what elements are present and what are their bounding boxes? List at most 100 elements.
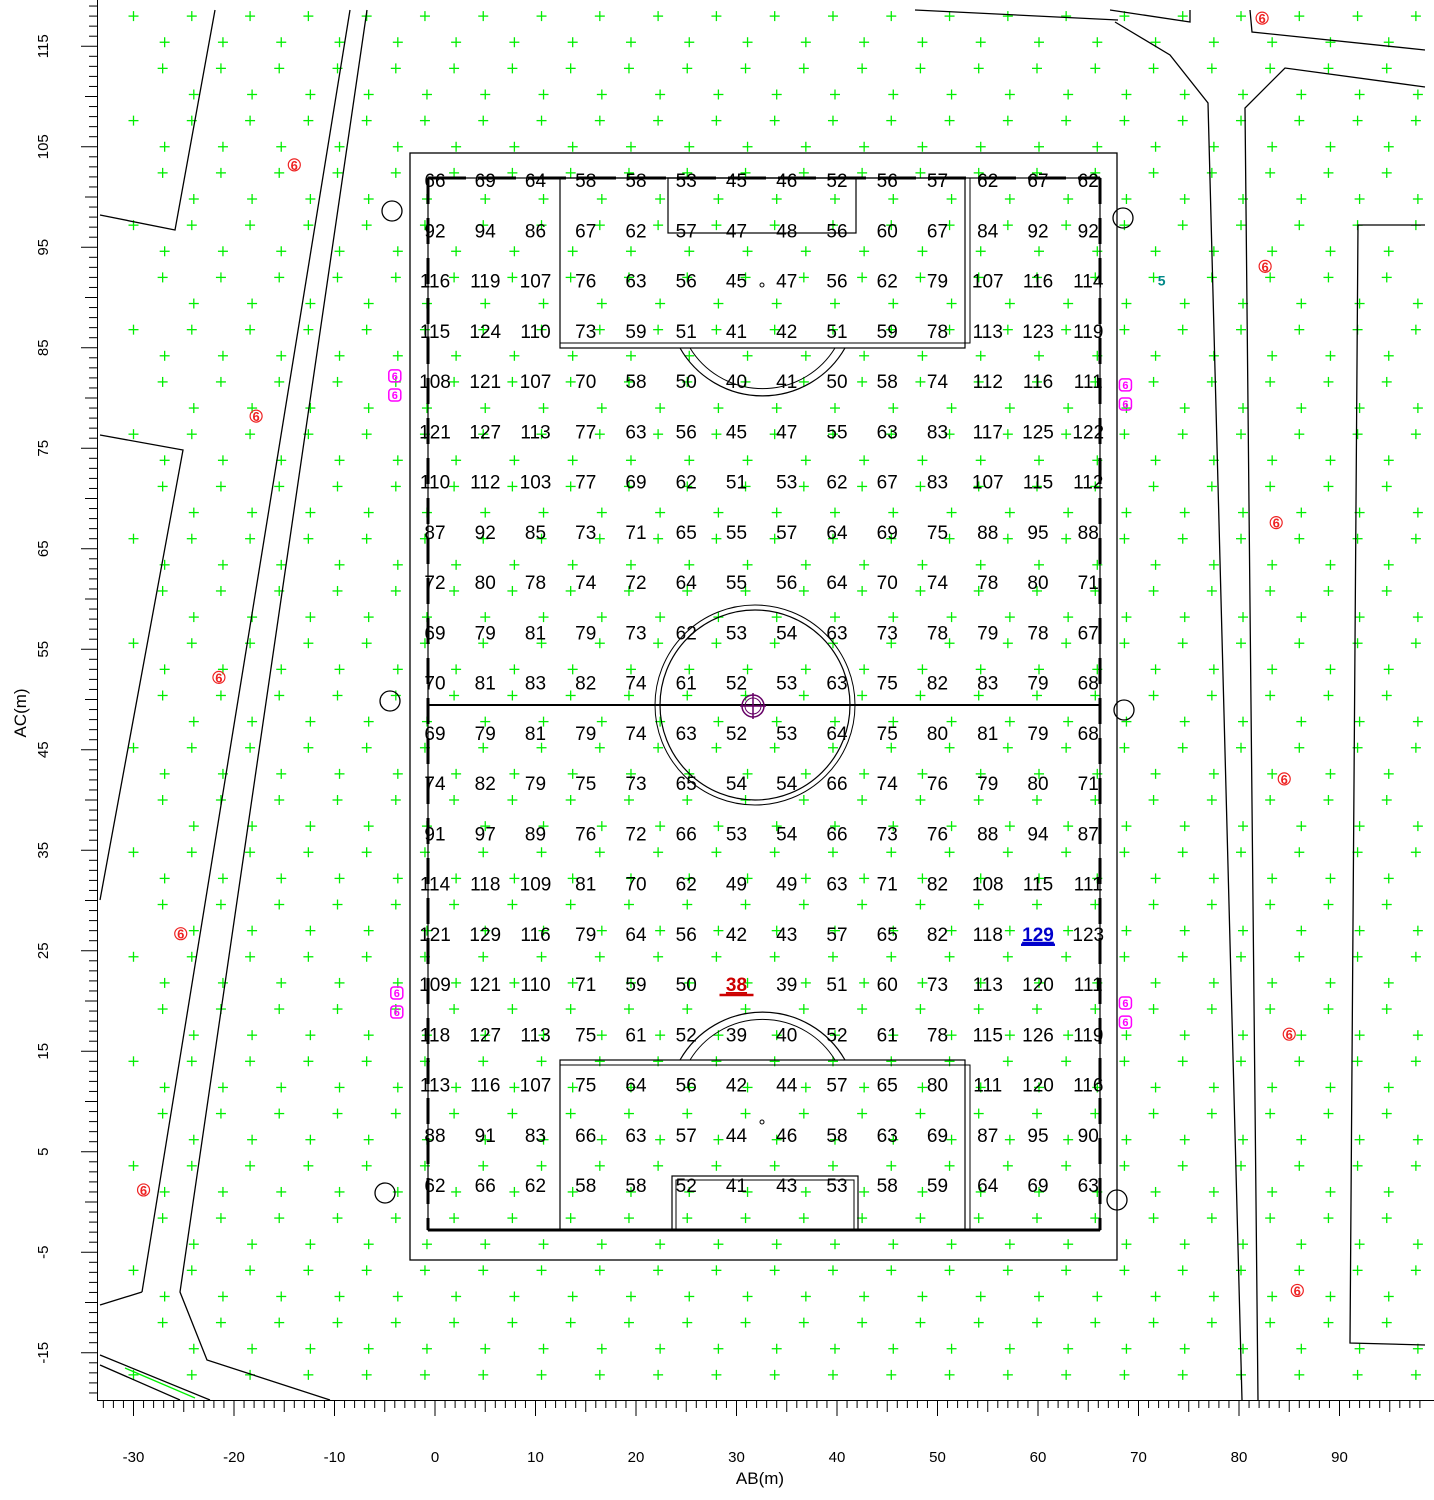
illuminance-value: 85 xyxy=(525,523,546,544)
grid-point-cross xyxy=(886,115,897,126)
grid-point-cross xyxy=(1267,873,1278,884)
grid-point-cross xyxy=(857,585,868,596)
illuminance-value: 82 xyxy=(475,774,496,795)
grid-point-cross xyxy=(742,1186,753,1197)
illuminance-value: 113 xyxy=(420,1076,450,1097)
grid-point-cross xyxy=(188,194,199,205)
grid-point-cross xyxy=(596,298,607,309)
grid-point-cross xyxy=(1179,1239,1190,1250)
grid-point-cross xyxy=(769,847,780,858)
pole-marker-ring xyxy=(174,927,188,941)
illuminance-value: 78 xyxy=(927,623,948,644)
grid-point-cross xyxy=(128,115,139,126)
grid-point-cross xyxy=(1031,376,1042,387)
illuminance-value: 40 xyxy=(776,1025,797,1046)
grid-point-cross xyxy=(390,585,401,596)
grid-point-cross xyxy=(1410,115,1421,126)
grid-point-cross xyxy=(1325,768,1336,779)
grid-point-cross xyxy=(480,1030,491,1041)
max-value-label: 129 xyxy=(1022,925,1054,946)
illuminance-value: 74 xyxy=(625,674,647,695)
grid-point-cross xyxy=(1412,403,1423,414)
grid-point-cross xyxy=(1177,1160,1188,1171)
illuminance-value: 64 xyxy=(826,724,848,745)
grid-point-cross xyxy=(625,37,636,48)
road-edge-left-bottom xyxy=(99,1291,143,1306)
grid-point-cross xyxy=(973,899,984,910)
grid-point-cross xyxy=(305,716,316,727)
y-tick-label: 5 xyxy=(35,1148,52,1156)
grid-point-cross xyxy=(682,1213,693,1224)
grid-point-cross xyxy=(1034,664,1045,675)
grid-point-cross xyxy=(829,1239,840,1250)
illuminance-value: 56 xyxy=(676,1076,697,1097)
grid-point-cross xyxy=(1148,690,1159,701)
illuminance-value: 57 xyxy=(676,1126,697,1147)
grid-point-cross xyxy=(800,873,811,884)
grid-point-cross xyxy=(798,899,809,910)
grid-point-cross xyxy=(1148,1108,1159,1119)
illuminance-value: 80 xyxy=(927,724,948,745)
grid-point-cross xyxy=(565,690,576,701)
illuminance-value: 94 xyxy=(475,221,497,242)
grid-point-cross xyxy=(742,455,753,466)
grid-point-cross xyxy=(1119,220,1130,231)
grid-point-cross xyxy=(1063,612,1074,623)
grid-point-cross xyxy=(303,847,314,858)
illuminance-value: 86 xyxy=(525,221,546,242)
grid-point-cross xyxy=(713,507,724,518)
grid-point-cross xyxy=(653,638,664,649)
grid-point-cross xyxy=(1061,324,1072,335)
grid-point-cross xyxy=(1410,11,1421,22)
grid-point-cross xyxy=(1383,977,1394,988)
grid-point-cross xyxy=(1325,141,1336,152)
grid-point-cross xyxy=(1031,795,1042,805)
grid-point-cross xyxy=(303,11,314,22)
grid-point-cross xyxy=(186,1369,197,1380)
grid-point-cross xyxy=(305,1343,316,1354)
grid-point-cross xyxy=(334,559,345,570)
grid-point-cross xyxy=(711,429,722,440)
illuminance-value: 63 xyxy=(826,674,847,695)
illuminance-value: 78 xyxy=(977,573,998,594)
grid-point-cross xyxy=(655,298,666,309)
grid-point-cross xyxy=(1004,1343,1015,1354)
grid-point-cross xyxy=(451,559,462,570)
grid-point-cross xyxy=(800,768,811,779)
grid-point-cross xyxy=(245,742,256,753)
illuminance-value: 66 xyxy=(676,824,697,845)
grid-point-cross xyxy=(361,1056,372,1067)
grid-point-cross xyxy=(1354,925,1365,936)
grid-point-cross xyxy=(334,1082,345,1093)
grid-point-cross xyxy=(742,559,753,570)
x-tick-label: 30 xyxy=(728,1449,745,1466)
grid-point-cross xyxy=(684,37,695,48)
grid-point-cross xyxy=(334,1186,345,1197)
grid-point-cross xyxy=(1354,1134,1365,1145)
grid-point-cross xyxy=(769,11,780,22)
illuminance-value: 53 xyxy=(776,674,797,695)
grid-point-cross xyxy=(247,716,258,727)
grid-point-cross xyxy=(973,1213,984,1224)
grid-point-cross xyxy=(1352,115,1363,126)
grid-point-cross xyxy=(1119,638,1130,649)
illuminance-value: 92 xyxy=(1027,221,1048,242)
illuminance-value: 89 xyxy=(525,824,546,845)
illuminance-value: 69 xyxy=(625,473,646,494)
grid-point-cross xyxy=(771,403,782,414)
grid-point-cross xyxy=(538,1134,549,1145)
grid-point-cross xyxy=(1034,977,1045,988)
grid-point-cross xyxy=(1238,89,1249,100)
grid-point-cross xyxy=(1177,429,1188,440)
grid-point-cross xyxy=(1265,167,1276,178)
illuminance-value: 64 xyxy=(826,523,848,544)
grid-point-cross xyxy=(800,1186,811,1197)
grid-point-cross xyxy=(567,350,578,361)
grid-point-cross xyxy=(857,1108,868,1119)
grid-point-cross xyxy=(888,298,899,309)
illuminance-value: 116 xyxy=(520,925,550,946)
grid-point-cross xyxy=(507,167,518,178)
grid-point-cross xyxy=(742,664,753,675)
grid-point-cross xyxy=(392,664,403,675)
grid-point-cross xyxy=(305,89,316,100)
